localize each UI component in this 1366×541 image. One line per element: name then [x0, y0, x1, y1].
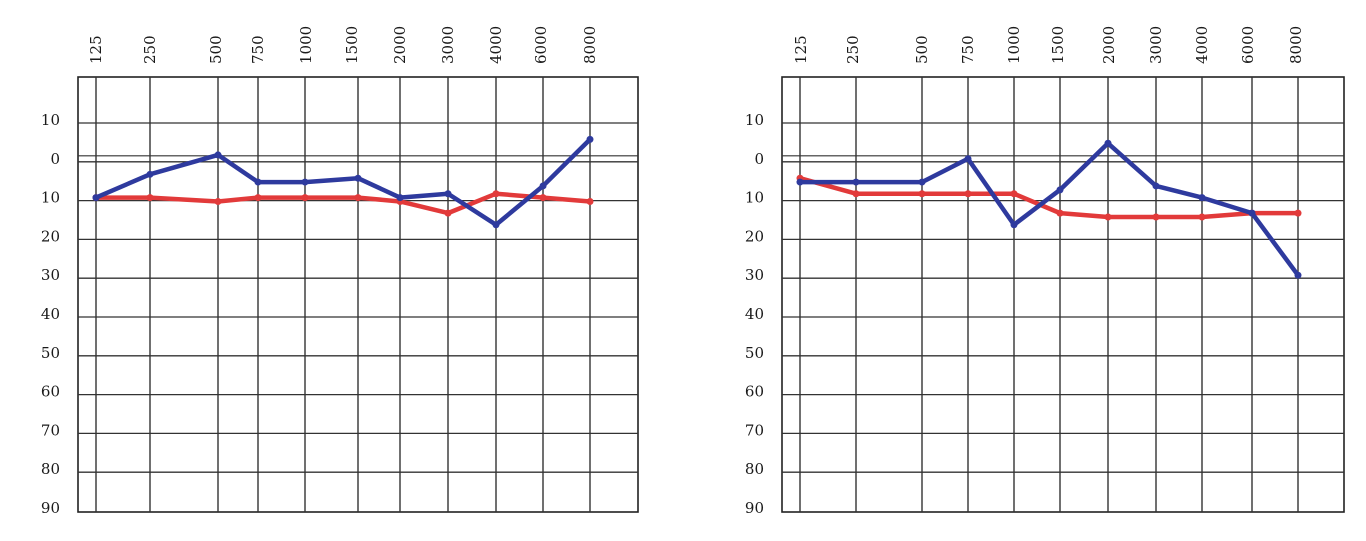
y-tick-label: 0	[754, 150, 764, 168]
x-tick-label: 250	[844, 35, 862, 64]
y-tick-label: 80	[41, 460, 60, 478]
y-tick-label: 20	[745, 227, 764, 245]
data-point	[444, 209, 452, 217]
data-point	[1056, 209, 1064, 217]
data-point	[586, 135, 594, 143]
data-point	[1152, 182, 1160, 190]
x-tick-label: 1000	[297, 26, 315, 64]
y-tick-label: 20	[41, 227, 60, 245]
x-tick-label: 500	[207, 35, 225, 64]
x-tick-label: 3000	[439, 26, 457, 64]
y-tick-label: 10	[745, 189, 764, 207]
data-point	[918, 178, 926, 186]
data-point	[444, 190, 452, 198]
data-point	[964, 190, 972, 198]
y-tick-label: 90	[745, 499, 764, 517]
data-point	[354, 194, 362, 202]
data-point	[796, 178, 804, 186]
data-point	[539, 182, 547, 190]
chart-frame	[781, 76, 1345, 513]
data-point	[146, 170, 154, 178]
y-tick-label: 10	[41, 111, 60, 129]
x-tick-label: 750	[959, 35, 977, 64]
x-tick-label: 750	[249, 35, 267, 64]
x-tick-label: 125	[87, 35, 105, 64]
data-point	[1104, 139, 1112, 147]
data-point	[852, 190, 860, 198]
x-tick-label: 250	[141, 35, 159, 64]
x-tick-label: 1500	[343, 26, 361, 64]
y-tick-label: 50	[745, 344, 764, 362]
y-tick-label: 70	[41, 421, 60, 439]
y-tick-label: 10	[41, 189, 60, 207]
y-tick-label: 50	[41, 344, 60, 362]
x-tick-label: 8000	[1287, 26, 1305, 64]
data-point	[1056, 186, 1064, 194]
y-tick-label: 10	[745, 111, 764, 129]
y-tick-label: 40	[41, 305, 60, 323]
data-point	[214, 197, 222, 205]
y-tick-label: 80	[745, 460, 764, 478]
x-tick-label: 2000	[391, 26, 409, 64]
x-tick-label: 125	[792, 35, 810, 64]
y-tick-label: 30	[41, 266, 60, 284]
data-point	[492, 190, 500, 198]
data-point	[396, 194, 404, 202]
data-point	[301, 178, 309, 186]
audiogram-chart-left: 125 250 500 750 1000 1500 2000 3000 4000 6000 8000…	[41, 26, 639, 517]
data-point	[1248, 209, 1256, 217]
y-tick-label: 60	[41, 383, 60, 401]
data-point	[1104, 213, 1112, 221]
x-tick-label: 1500	[1049, 26, 1067, 64]
x-tick-label: 2000	[1100, 26, 1118, 64]
data-point	[918, 190, 926, 198]
y-tick-label: 90	[41, 499, 60, 517]
data-point	[254, 178, 262, 186]
x-tick-label: 500	[913, 35, 931, 64]
x-tick-label: 1000	[1005, 26, 1023, 64]
data-point	[1294, 209, 1302, 217]
data-point	[492, 221, 500, 229]
data-point	[1198, 194, 1206, 202]
x-tick-label: 6000	[1239, 26, 1257, 64]
data-point	[964, 155, 972, 163]
data-point	[146, 194, 154, 202]
y-tick-label: 40	[745, 305, 764, 323]
data-point	[214, 151, 222, 159]
data-point	[92, 194, 100, 202]
data-point	[852, 178, 860, 186]
data-point	[254, 194, 262, 202]
data-point	[586, 197, 594, 205]
audiogram-chart-right: 125 250 500 750 1000 1500 2000 3000 4000 6000 8000…	[745, 26, 1345, 517]
data-point	[1152, 213, 1160, 221]
x-tick-label: 3000	[1147, 26, 1165, 64]
data-point	[539, 194, 547, 202]
data-point	[1010, 221, 1018, 229]
y-tick-label: 30	[745, 266, 764, 284]
series-line	[93, 137, 593, 228]
y-tick-label: 60	[745, 383, 764, 401]
data-point	[1294, 271, 1302, 279]
x-tick-label: 8000	[581, 26, 599, 64]
y-tick-label: 0	[50, 150, 60, 168]
data-point	[301, 194, 309, 202]
data-point	[1010, 190, 1018, 198]
x-tick-label: 6000	[532, 26, 550, 64]
data-point	[354, 174, 362, 182]
data-point	[1198, 213, 1206, 221]
x-tick-label: 4000	[1193, 26, 1211, 64]
y-tick-label: 70	[745, 421, 764, 439]
x-tick-label: 4000	[487, 26, 505, 64]
